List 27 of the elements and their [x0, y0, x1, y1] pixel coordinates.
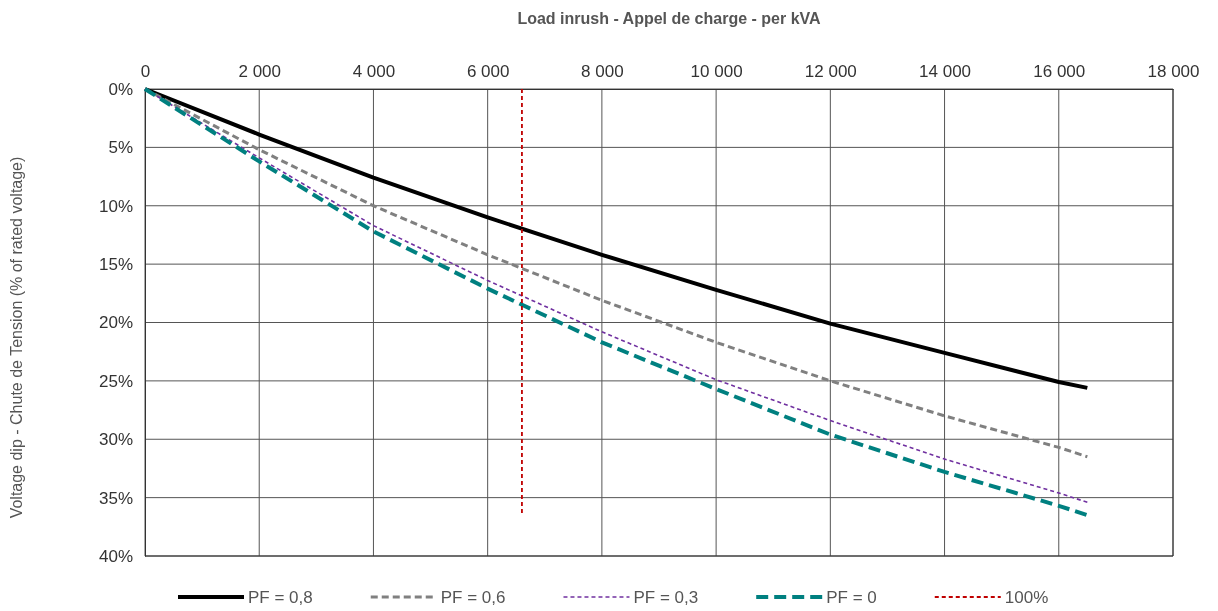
y-tick-label: 35% [98, 488, 133, 508]
x-axis-title: Load inrush - Appel de charge - per kVA [517, 10, 822, 27]
legend-label: PF = 0,8 [248, 588, 313, 607]
y-tick-label: 5% [108, 138, 133, 158]
x-tick-label: 12 000 [804, 62, 857, 81]
legend-label: PF = 0,6 [440, 588, 506, 607]
y-tick-label: 15% [98, 255, 133, 275]
x-tick-label: 10 000 [690, 62, 743, 81]
y-tick-label: 10% [98, 196, 133, 216]
x-tick-label: 14 000 [919, 62, 972, 81]
y-axis-title: Voltage dip - Chute de Tension (% of rated voltage) [8, 156, 25, 519]
line-series [143, 87, 1090, 390]
x-tick-label: 18 000 [1147, 62, 1200, 81]
y-tick-label: 25% [98, 371, 133, 391]
y-tick-label: 30% [98, 430, 133, 450]
x-tick-label: 8 000 [581, 62, 624, 81]
x-tick-label: 4 000 [352, 62, 396, 81]
x-tick-label: 0 [140, 62, 151, 81]
x-tick-label: 2 000 [238, 62, 281, 81]
y-tick-label: 20% [98, 313, 133, 333]
legend-label: PF = 0,3 [633, 588, 699, 607]
x-tick-label: 6 000 [466, 62, 510, 81]
x-tick-label: 16 000 [1033, 62, 1086, 81]
legend-label: 100% [1004, 588, 1049, 607]
y-tick-label: 40% [98, 546, 133, 566]
legend-label: PF = 0 [826, 588, 877, 607]
y-tick-label: 0% [108, 79, 133, 99]
